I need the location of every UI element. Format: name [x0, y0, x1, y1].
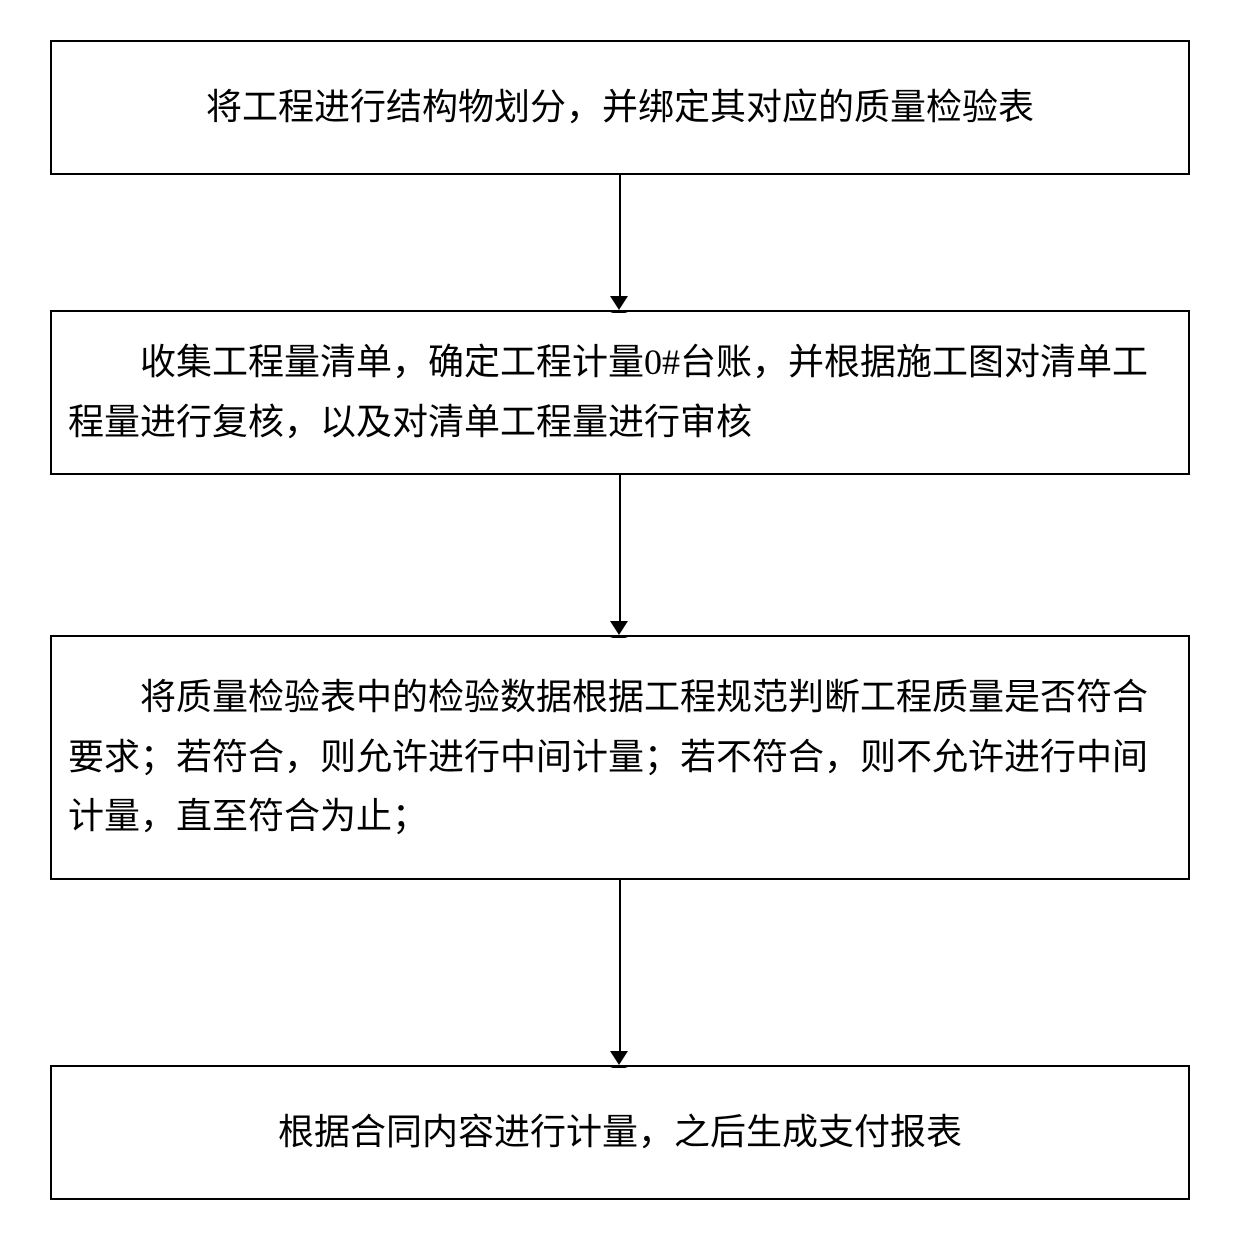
flowchart-node-text: 将质量检验表中的检验数据根据工程规范判断工程质量是否符合要求；若符合，则允许进行…: [68, 668, 1172, 846]
flowchart-node-n4: 根据合同内容进行计量，之后生成支付报表: [50, 1065, 1190, 1200]
arrow-down-icon: [610, 1051, 628, 1068]
flowchart-node-text: 根据合同内容进行计量，之后生成支付报表: [68, 1103, 1172, 1162]
flowchart-node-text: 收集工程量清单，确定工程计量0#台账，并根据施工图对清单工程量进行复核，以及对清…: [68, 333, 1172, 452]
flowchart-node-n2: 收集工程量清单，确定工程计量0#台账，并根据施工图对清单工程量进行复核，以及对清…: [50, 310, 1190, 475]
flowchart-edge-n1-n2: [619, 175, 621, 298]
flowchart-node-n3: 将质量检验表中的检验数据根据工程规范判断工程质量是否符合要求；若符合，则允许进行…: [50, 635, 1190, 880]
flowchart-node-n1: 将工程进行结构物划分，并绑定其对应的质量检验表: [50, 40, 1190, 175]
arrow-down-icon: [610, 296, 628, 313]
flowchart-canvas: 将工程进行结构物划分，并绑定其对应的质量检验表收集工程量清单，确定工程计量0#台…: [0, 0, 1240, 1247]
flowchart-node-text: 将工程进行结构物划分，并绑定其对应的质量检验表: [68, 78, 1172, 137]
flowchart-edge-n2-n3: [619, 475, 621, 623]
arrow-down-icon: [610, 621, 628, 638]
flowchart-edge-n3-n4: [619, 880, 621, 1053]
